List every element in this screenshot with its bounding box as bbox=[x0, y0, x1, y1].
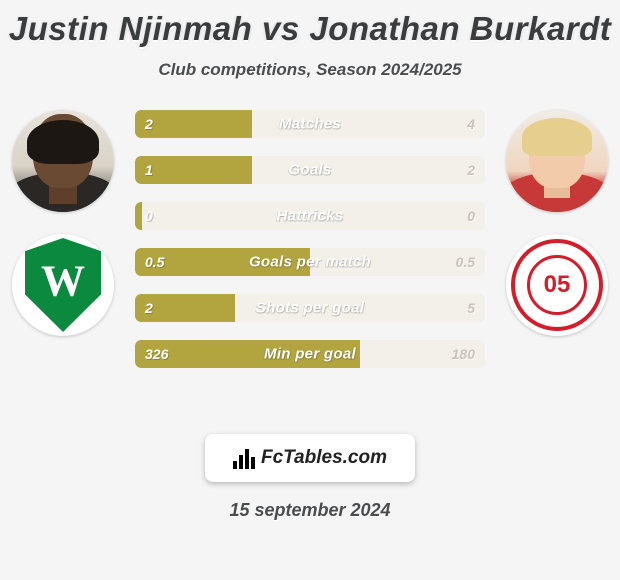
player-left-club-logo: W bbox=[12, 234, 114, 336]
stat-value-left: 326 bbox=[145, 346, 168, 362]
player-right-avatar bbox=[506, 110, 608, 212]
stat-value-right: 2 bbox=[467, 162, 475, 178]
stat-value-left: 1 bbox=[145, 162, 153, 178]
stat-value-right: 0.5 bbox=[456, 254, 475, 270]
comparison-date: 15 september 2024 bbox=[0, 500, 620, 521]
stat-value-left: 0.5 bbox=[145, 254, 164, 270]
left-player-column: W bbox=[8, 110, 118, 336]
stat-bars: Matches24Goals12Hattricks00Goals per mat… bbox=[135, 110, 485, 368]
stat-value-left: 0 bbox=[145, 208, 153, 224]
stat-row: Shots per goal2 5 bbox=[135, 294, 485, 322]
comparison-content: W 05 Matches24Goals12Hattricks00Goals pe… bbox=[0, 110, 620, 410]
brand-label: FcTables.com bbox=[261, 447, 387, 469]
stat-label: Shots per goal bbox=[135, 300, 485, 317]
page-title: Justin Njinmah vs Jonathan Burkardt bbox=[0, 10, 620, 48]
stat-value-right: 4 bbox=[467, 116, 475, 132]
page-subtitle: Club competitions, Season 2024/2025 bbox=[0, 60, 620, 80]
stat-label: Min per goal bbox=[135, 346, 485, 363]
stat-label: Matches bbox=[135, 116, 485, 133]
stat-value-left: 2 bbox=[145, 300, 153, 316]
bar-chart-icon bbox=[233, 447, 255, 469]
stat-row: Goals1 2 bbox=[135, 156, 485, 184]
stat-value-left: 2 bbox=[145, 116, 153, 132]
stat-row: Min per goal326 180 bbox=[135, 340, 485, 368]
stat-row: Matches2 4 bbox=[135, 110, 485, 138]
stat-label: Goals per match bbox=[135, 254, 485, 271]
right-player-column: 05 bbox=[502, 110, 612, 336]
stat-label: Hattricks bbox=[135, 208, 485, 225]
comparison-card: Justin Njinmah vs Jonathan Burkardt Club… bbox=[0, 0, 620, 580]
brand-badge[interactable]: FcTables.com bbox=[205, 434, 415, 482]
player-right-club-logo: 05 bbox=[506, 234, 608, 336]
stat-row: Hattricks0 0 bbox=[135, 202, 485, 230]
stat-row: Goals per match0.5 0.5 bbox=[135, 248, 485, 276]
player-left-avatar bbox=[12, 110, 114, 212]
stat-value-right: 0 bbox=[467, 208, 475, 224]
stat-value-right: 180 bbox=[452, 346, 475, 362]
stat-value-right: 5 bbox=[467, 300, 475, 316]
stat-label: Goals bbox=[135, 162, 485, 179]
